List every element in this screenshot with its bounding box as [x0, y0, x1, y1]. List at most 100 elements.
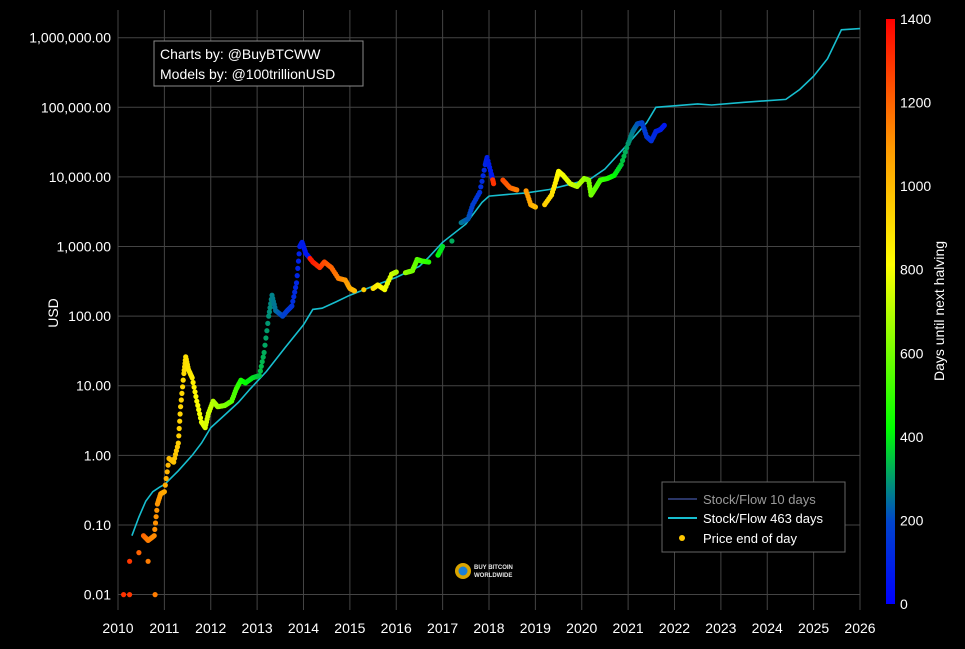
y-tick-label: 0.10: [84, 517, 111, 533]
x-tick-label: 2024: [752, 620, 783, 636]
colorbar-tick-label: 1200: [900, 95, 931, 111]
colorbar-tick-label: 0: [900, 596, 908, 612]
x-tick-label: 2021: [613, 620, 644, 636]
stock-flow-463-line: [131, 27, 860, 536]
price-point: [194, 398, 200, 404]
y-tick-label: 10,000.00: [49, 169, 111, 185]
legend-item-price[interactable]: Price end of day: [679, 531, 797, 546]
price-point: [290, 298, 296, 304]
price-point: [264, 328, 270, 334]
x-tick-label: 2020: [566, 620, 597, 636]
price-point: [481, 167, 487, 173]
price-point: [192, 389, 198, 395]
price-point: [258, 363, 264, 369]
y-tick-label: 100.00: [68, 308, 111, 324]
credit-models: Models by: @100trillionUSD: [160, 66, 335, 82]
y-axis-title: USD: [45, 298, 61, 328]
price-point: [164, 469, 170, 475]
y-tick-label: 1.00: [84, 447, 111, 463]
price-point: [477, 189, 483, 195]
price-point: [152, 520, 159, 526]
y-tick-label: 10.00: [76, 378, 111, 394]
price-point: [136, 550, 142, 556]
price-point: [478, 184, 484, 190]
price-point: [179, 390, 185, 396]
colorbar-title: Days until next halving: [931, 241, 947, 381]
price-point: [176, 433, 182, 439]
price-point: [514, 187, 520, 193]
price-point: [426, 259, 432, 265]
colorbar-tick-label: 200: [900, 512, 924, 528]
price-point: [260, 354, 266, 360]
price-point: [178, 404, 184, 410]
price-point: [296, 251, 302, 257]
legend-item-sf10[interactable]: Stock/Flow 10 days: [668, 492, 816, 507]
price-point: [176, 425, 182, 432]
colorbar-tick-label: 1400: [900, 11, 931, 27]
price-point: [480, 173, 486, 179]
price-point: [154, 507, 160, 513]
legend-label-price: Price end of day: [703, 531, 797, 546]
price-point: [293, 280, 300, 286]
x-tick-label: 2026: [844, 620, 875, 636]
price-point: [163, 475, 169, 482]
price-point: [449, 238, 455, 244]
price-point: [127, 558, 133, 564]
price-point: [121, 592, 127, 598]
price-point: [177, 411, 183, 417]
legend-swatch-price: [679, 535, 685, 541]
price-point: [162, 482, 168, 488]
x-tick-label: 2016: [381, 620, 412, 636]
price-point: [151, 533, 157, 539]
price-point: [295, 265, 301, 271]
price-points: [121, 120, 667, 598]
legend-label-sf10: Stock/Flow 10 days: [703, 492, 816, 507]
price-point: [491, 181, 497, 187]
price-point: [257, 368, 263, 374]
legend-label-sf463: Stock/Flow 463 days: [703, 511, 823, 526]
price-point: [351, 288, 358, 294]
price-point: [294, 273, 300, 279]
price-point: [152, 526, 158, 533]
price-point: [180, 384, 186, 390]
price-point: [621, 153, 627, 159]
price-point: [262, 342, 268, 348]
legend[interactable]: Stock/Flow 10 days Stock/Flow 463 days P…: [661, 481, 846, 553]
x-tick-label: 2012: [195, 620, 226, 636]
x-tick-label: 2013: [242, 620, 273, 636]
price-point: [145, 558, 151, 564]
price-point: [195, 402, 201, 408]
y-tick-label: 1,000.00: [57, 239, 112, 255]
price-point: [175, 440, 181, 446]
y-tick-label: 100,000.00: [41, 99, 111, 115]
watermark-logo: BUY BITCOIN WORLDWIDE: [455, 563, 513, 579]
y-axis-ticks: 0.01 0.10 1.00 10.00 100.00 1,000.00 10,000.00…: [29, 30, 111, 603]
price-point: [661, 122, 667, 128]
price-point: [196, 407, 202, 413]
x-tick-label: 2015: [334, 620, 365, 636]
legend-item-sf463[interactable]: Stock/Flow 463 days: [668, 511, 823, 526]
colorbar-ticks: 0 200 400 600 800 1000 1200 1400: [900, 11, 931, 612]
price-point: [265, 320, 271, 326]
price-point: [165, 462, 171, 468]
x-tick-label: 2018: [473, 620, 504, 636]
x-tick-label: 2014: [288, 620, 319, 636]
price-point: [197, 411, 203, 417]
price-point: [127, 592, 133, 598]
price-point: [624, 145, 630, 151]
price-point: [178, 397, 184, 403]
y-tick-label: 1,000,000.00: [29, 30, 111, 46]
price-point: [532, 204, 539, 210]
price-point: [152, 592, 158, 598]
x-tick-label: 2017: [427, 620, 458, 636]
credit-charts: Charts by: @BuyBTCWW: [160, 46, 321, 62]
price-point: [479, 178, 485, 184]
price-point: [191, 384, 197, 390]
price-point: [189, 375, 195, 381]
x-tick-label: 2010: [102, 620, 133, 636]
credits-box: Charts by: @BuyBTCWW Models by: @100tril…: [153, 40, 364, 87]
colorbar-tick-label: 800: [900, 262, 924, 278]
x-tick-label: 2019: [520, 620, 551, 636]
x-tick-label: 2023: [705, 620, 736, 636]
